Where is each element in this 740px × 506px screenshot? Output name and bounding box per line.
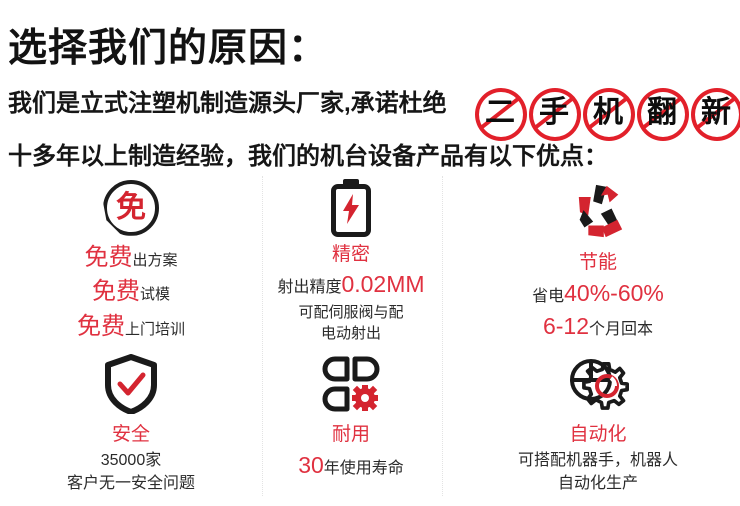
feature-text-block: 自动化 可搭配机器手，机器人 自动化生产 [518,421,678,495]
feature-heading: 耐用 [331,424,370,445]
prohibition-ring-icon [583,87,635,141]
subtitle-line-2: 十多年以上制造经验，我们的机台设备产品有以下优点： [8,143,608,170]
feature-line: 免费出方案 [77,241,185,276]
feature-text-block: 精密 射出精度0.02MM 可配伺服阀与配 电动射出 [277,241,424,345]
feature-icon-wrap [331,177,371,239]
recycle-icon [578,184,623,238]
feature-line-red: 0.02MM [341,271,425,298]
feature-line-dark: 试模 [139,286,170,304]
feature-line: 免费上门培训 [77,310,185,345]
banned-char-2: 手 [528,87,581,141]
feature-line: 35000家 [100,451,162,469]
feature-text-block: 耐用 30年使用寿命 [298,421,404,482]
banned-characters-group: 二 手 机 翻 新 [474,85,740,141]
feature-line: 30年使用寿命 [298,449,404,482]
feature-line: 射出精度0.02MM [277,268,424,301]
feature-cell-automation: 自动化 可搭配机器手，机器人 自动化生产 [442,345,740,506]
banned-char-5: 新 [690,87,740,141]
feature-icon-wrap [567,177,629,247]
shield-check-icon [105,354,157,414]
banned-char-4: 翻 [636,87,689,141]
feature-heading: 安全 [111,424,150,445]
feature-icon-wrap: 免 [103,177,159,239]
prohibition-ring-icon [475,87,527,141]
lightning-bolt-icon [343,193,359,224]
feature-line-red: 40%-60% [564,279,664,306]
feature-line: 可搭配机器手，机器人 [517,451,678,469]
feature-cell-energy-saving: 节能 省电40%-60% 6-12个月回本 [442,173,740,345]
feature-line: 6-12个月回本 [532,310,664,343]
feature-text-block: 免费出方案 免费试模 免费上门培训 [77,241,185,345]
column-divider-1 [262,176,263,496]
feature-icon-wrap [322,349,380,419]
feature-line-red: 免费 [76,313,125,341]
prohibition-ring-icon [529,87,581,141]
feature-cell-durability: 耐用 30年使用寿命 [260,345,442,506]
feature-line-red: 6-12 [542,312,590,339]
feature-line-dark: 年使用寿命 [323,459,404,477]
feature-line-dark: 个月回本 [589,320,654,338]
feature-icon-wrap [104,349,158,419]
banned-char-3: 机 [582,87,635,141]
battery-body [331,183,371,237]
banned-char-label: 手 [539,95,569,129]
feature-line: 客户无一安全问题 [66,474,195,492]
feature-heading: 精密 [331,243,370,265]
battery-bolt-icon [331,178,371,237]
feature-line-red: 免费 [91,278,140,306]
banned-char-label: 新 [701,95,731,129]
feature-text-block: 节能 省电40%-60% 6-12个月回本 [532,249,664,343]
feature-line-dark: 射出精度 [277,279,342,297]
feature-heading: 节能 [578,252,617,273]
feature-cell-safety: 安全 35000家 客户无一安全问题 [0,345,262,506]
petals-gear-icon [322,356,380,412]
banned-char-label: 机 [593,95,623,129]
circle-outline [103,179,159,236]
subtitle-line-1: 我们是立式注塑机制造源头厂家,承诺杜绝 [8,90,447,117]
battery-terminal [343,178,359,185]
feature-line: 免费试模 [77,275,185,310]
feature-heading: 自动化 [569,424,627,445]
poster-header: 选择我们的原因： 我们是立式注塑机制造源头厂家,承诺杜绝 十多年以上制造经验，我… [0,0,740,175]
feature-cell-precision: 精密 射出精度0.02MM 可配伺服阀与配 电动射出 [260,173,442,345]
feature-text-block: 安全 35000家 客户无一安全问题 [67,421,195,495]
feature-line-red: 免费 [84,243,133,271]
banned-char-label: 翻 [647,95,677,129]
feature-line-dark: 出方案 [132,251,178,269]
feature-line-dark: 上门培训 [124,321,185,339]
feature-cell-free: 免 免费出方案 免费试模 免费上门培训 [0,173,262,345]
gears-icon [570,359,630,410]
banned-char-1: 二 [474,87,527,141]
banned-char-label: 二 [485,95,515,129]
feature-line-red: 30 [298,451,324,478]
prohibition-ring-icon [637,87,689,141]
feature-line: 电动射出 [320,325,381,343]
feature-line: 自动化生产 [557,474,638,492]
feature-line-dark: 省电 [532,287,565,305]
column-divider-2 [442,176,443,496]
free-char-label: 免 [116,190,146,224]
feature-line: 省电40%-60% [532,277,664,310]
features-grid: 免 免费出方案 免费试模 免费上门培训 [0,173,740,506]
page-title: 选择我们的原因： [8,27,329,70]
free-circle-icon: 免 [103,179,159,236]
feature-icon-wrap [565,349,631,419]
feature-line: 可配伺服阀与配 [298,303,404,321]
